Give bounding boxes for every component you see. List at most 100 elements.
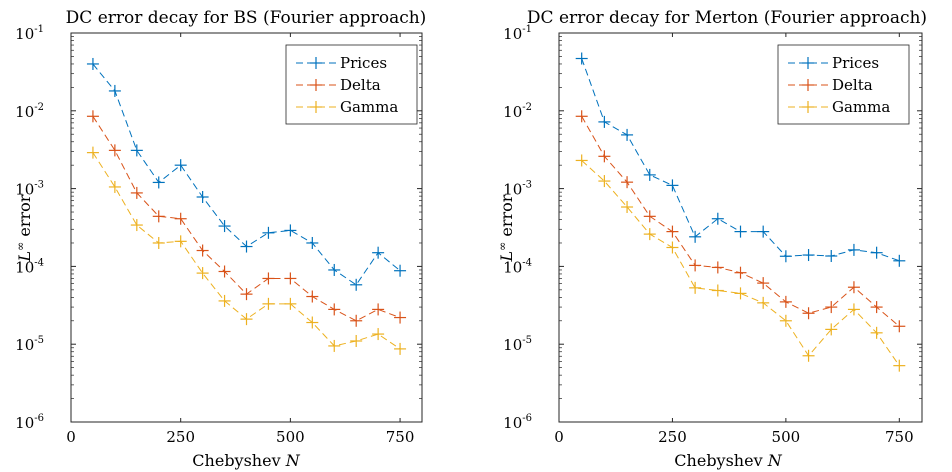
data-point <box>284 272 297 285</box>
data-point <box>643 168 656 181</box>
data-point <box>598 175 611 188</box>
data-point <box>870 326 883 339</box>
legend-label: Gamma <box>340 98 398 116</box>
data-point <box>847 281 860 294</box>
series-gamma <box>575 154 906 372</box>
data-point <box>893 254 906 267</box>
y-axis-label-sup: ∞ <box>14 242 27 251</box>
data-point <box>152 176 165 189</box>
data-point <box>689 259 702 272</box>
data-point <box>394 264 407 277</box>
legend: Prices Delta Gamma <box>285 44 418 125</box>
data-point <box>86 146 99 159</box>
data-point <box>218 220 231 233</box>
legend-label: Gamma <box>832 98 890 116</box>
data-point <box>893 359 906 372</box>
y-axis-label-sup: ∞ <box>496 242 509 251</box>
series-line-gamma <box>581 160 900 366</box>
data-point <box>870 246 883 259</box>
data-point <box>108 144 121 157</box>
data-point <box>130 144 143 157</box>
y-axis-ticks: 10-6 10-5 10-4 10-3 10-2 10-1 <box>503 24 922 432</box>
y-tick-label: 10-6 <box>503 413 532 432</box>
y-tick-label: 10-5 <box>15 335 44 354</box>
x-tick-label: 0 <box>554 428 564 446</box>
data-point <box>621 201 634 214</box>
data-point <box>734 287 747 300</box>
data-point <box>174 212 187 225</box>
y-tick-label: 10-4 <box>15 257 44 276</box>
legend-entry-prices: Prices <box>296 54 387 72</box>
y-tick-label: 10-5 <box>503 335 532 354</box>
data-point <box>757 296 770 309</box>
x-axis-label: Chebyshev N <box>192 451 300 470</box>
x-tick-label: 250 <box>658 428 687 446</box>
x-tick-label: 250 <box>166 428 195 446</box>
legend-entry-delta: Delta <box>788 76 873 94</box>
y-tick-label: 10-1 <box>15 24 44 43</box>
data-point <box>372 246 385 259</box>
legend-entries: Prices Delta Gamma <box>296 54 398 116</box>
data-point <box>328 303 341 316</box>
data-point <box>108 84 121 97</box>
data-point <box>130 186 143 199</box>
data-point <box>196 190 209 203</box>
data-point <box>689 230 702 243</box>
data-point <box>598 115 611 128</box>
data-point <box>689 281 702 294</box>
data-point <box>825 323 838 336</box>
data-point <box>108 180 121 193</box>
y-axis-label-word: error <box>497 194 516 241</box>
data-point <box>130 219 143 232</box>
series-layer <box>575 52 906 372</box>
data-point <box>666 179 679 192</box>
data-point <box>240 240 253 253</box>
data-point <box>575 110 588 123</box>
data-point <box>240 313 253 326</box>
data-point <box>218 294 231 307</box>
data-point <box>394 342 407 355</box>
legend: Prices Delta Gamma <box>777 44 910 125</box>
x-tick-label: 750 <box>386 428 415 446</box>
chart-title: DC error decay for Merton (Fourier appro… <box>527 8 927 28</box>
data-point <box>394 311 407 324</box>
data-point <box>825 301 838 314</box>
legend-label: Delta <box>340 76 381 94</box>
data-point <box>284 297 297 310</box>
data-point <box>86 57 99 70</box>
x-axis-label-word: Chebyshev <box>192 451 285 470</box>
data-point <box>847 303 860 316</box>
y-axis-label: L∞ error <box>14 194 34 262</box>
data-point <box>262 226 275 239</box>
legend-label: Prices <box>832 54 879 72</box>
data-point <box>779 250 792 263</box>
y-axis-label-word: error <box>15 194 34 241</box>
series-prices <box>575 52 906 267</box>
y-axis-label: L∞ error <box>496 194 516 262</box>
data-point <box>86 110 99 123</box>
data-point <box>152 236 165 249</box>
legend-entries: Prices Delta Gamma <box>788 54 890 116</box>
x-tick-label: 0 <box>66 428 76 446</box>
data-point <box>328 339 341 352</box>
data-point <box>802 307 815 320</box>
x-tick-label: 750 <box>885 428 914 446</box>
data-point <box>621 128 634 141</box>
data-point <box>575 52 588 65</box>
series-delta <box>86 110 407 327</box>
data-point <box>711 261 724 274</box>
data-point <box>825 250 838 263</box>
data-point <box>666 225 679 238</box>
chart-panel-bs: DC error decay for BS (Fourier approach)… <box>14 8 426 470</box>
x-axis-label-word: Chebyshev <box>674 451 767 470</box>
legend-entry-gamma: Gamma <box>296 98 398 116</box>
data-point <box>196 267 209 280</box>
data-point <box>802 349 815 362</box>
legend-label: Delta <box>832 76 873 94</box>
data-point <box>262 272 275 285</box>
data-point <box>306 316 319 329</box>
series-layer <box>86 57 407 355</box>
data-point <box>643 210 656 223</box>
y-tick-label: 10-4 <box>503 257 532 276</box>
data-point <box>893 320 906 333</box>
